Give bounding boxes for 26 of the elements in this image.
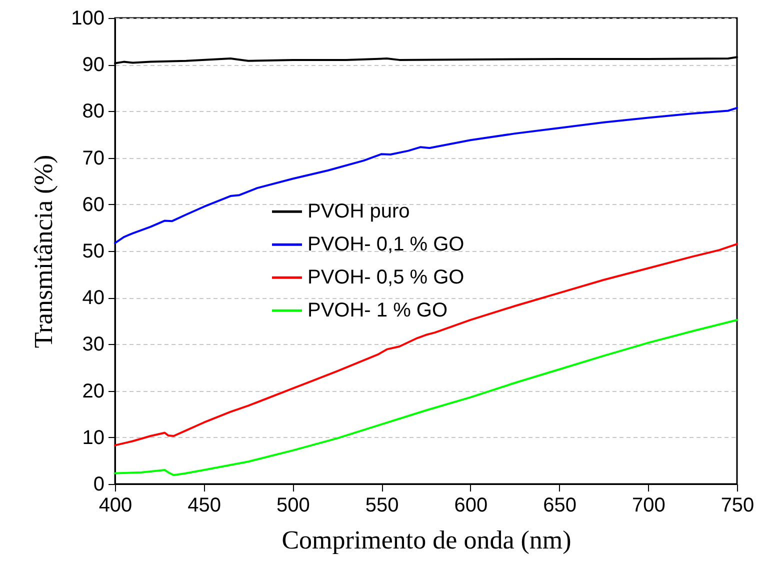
y-tick-label: 90 xyxy=(82,54,104,76)
line-series xyxy=(114,318,738,476)
y-axis-title: Transmitância (%) xyxy=(29,154,58,348)
y-tick-label: 60 xyxy=(82,194,104,216)
legend-label: PVOH- 0,1 % GO xyxy=(308,234,464,256)
x-tick-label: 550 xyxy=(365,494,399,516)
legend-label: PVOH puro xyxy=(308,200,410,223)
y-tick-label: 100 xyxy=(71,8,104,30)
y-tick-label: 20 xyxy=(82,380,104,402)
y-tick-label: 10 xyxy=(82,426,104,449)
x-axis-title: Comprimento de onda (nm) xyxy=(282,526,572,554)
legend-label: PVOH- 0,5 % GO xyxy=(308,266,464,289)
y-tick-label: 50 xyxy=(82,240,104,262)
x-tick-label: 400 xyxy=(98,494,132,516)
x-tick-label: 650 xyxy=(543,494,576,516)
x-tick-label: 450 xyxy=(188,494,222,516)
x-tick-label: 750 xyxy=(720,494,754,516)
y-tick-label: 80 xyxy=(82,100,104,123)
legend-label: PVOH- 1 % GO xyxy=(308,300,448,322)
x-tick-label: 600 xyxy=(454,494,488,516)
y-tick-label: 30 xyxy=(82,334,104,356)
x-tick-label: 500 xyxy=(276,494,310,516)
x-tick-label: 700 xyxy=(632,494,666,516)
y-tick-label: 40 xyxy=(82,287,104,310)
y-tick-label: 70 xyxy=(82,147,104,170)
y-tick-label: 0 xyxy=(93,474,104,496)
